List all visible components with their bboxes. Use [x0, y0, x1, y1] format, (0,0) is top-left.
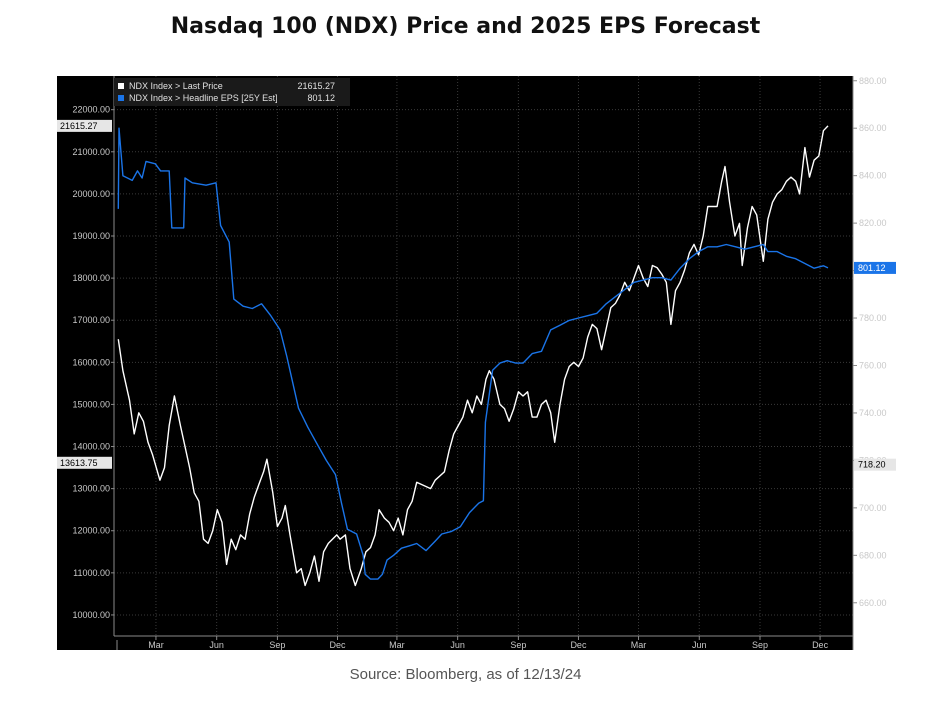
x-axis-tick-label: Sep: [510, 640, 526, 650]
series-layer: [117, 125, 829, 587]
x-axis-tick-label: Sep: [269, 640, 285, 650]
right-axis-tick-label: 700.00: [859, 503, 887, 513]
right-axis-value-badge-label: 718.20: [858, 460, 886, 470]
left-axis-tick-label: 12000.00: [72, 526, 110, 536]
left-axis-tick-label: 19000.00: [72, 231, 110, 241]
chart: 10000.00 11000.00 12000.00 13000.00 14000.00…: [57, 76, 896, 650]
right-axis: 660.00680.00700.00720.00740.00760.00780.…: [852, 76, 887, 650]
right-axis-tick-label: 780.00: [859, 313, 887, 323]
x-axis-tick-label: Jun: [692, 640, 707, 650]
x-axis-tick-label: Jun: [450, 640, 465, 650]
legend-background: [114, 78, 350, 106]
series-line-ndx-eps: [117, 127, 829, 580]
left-axis-value-badge: [57, 119, 112, 132]
axis-badges: 21615.27 13613.75 801.12 718.20: [57, 119, 896, 471]
legend-label-price: NDX Index > Last Price: [129, 81, 223, 91]
x-axis-tick-label: Dec: [570, 640, 587, 650]
left-axis-tick-label: 11000.00: [73, 568, 110, 578]
grid-lines: [114, 76, 853, 636]
left-axis-tick-label: 20000.00: [72, 189, 110, 199]
right-axis-tick-label: 860.00: [859, 123, 887, 133]
left-axis: 10000.00 11000.00 12000.00 13000.00 14000.00…: [72, 76, 115, 636]
left-axis-tick-label: 22000.00: [72, 105, 110, 115]
x-axis-tick-label: Dec: [329, 640, 346, 650]
left-axis-tick-label: 10000.00: [72, 610, 110, 620]
left-axis-tick-label: 17000.00: [72, 315, 110, 325]
right-axis-tick-label: 680.00: [859, 550, 887, 560]
x-axis-tick-label: Jun: [209, 640, 224, 650]
x-axis-tick-label: Sep: [752, 640, 768, 650]
left-axis-tick-label: 13000.00: [72, 484, 110, 494]
right-axis-tick-label: 820.00: [859, 218, 887, 228]
right-axis-tick-label: 660.00: [859, 598, 887, 608]
series-line-ndx-price: [117, 125, 829, 587]
x-axis-tick-label: Mar: [631, 640, 647, 650]
x-axis: MarJunSepDecMarJunSepDecMarJunSepDec2022…: [114, 635, 853, 650]
right-axis-value-badge-label: 801.12: [858, 263, 886, 273]
right-axis-tick-label: 840.00: [859, 171, 887, 181]
legend-value-eps: 801.12: [307, 93, 335, 103]
x-axis-tick-label: Dec: [812, 640, 829, 650]
x-axis-tick-label: Mar: [389, 640, 405, 650]
right-axis-value-badge: [854, 261, 896, 274]
left-axis-tick-label: 18000.00: [72, 273, 110, 283]
left-axis-tick-label: 14000.00: [72, 442, 110, 452]
left-axis-value-badge: [57, 456, 112, 469]
right-axis-value-badge: [854, 458, 896, 471]
legend-swatch-price: [118, 83, 124, 89]
right-axis-tick-label: 760.00: [859, 360, 887, 370]
legend-label-eps: NDX Index > Headline EPS [25Y Est]: [129, 93, 278, 103]
left-axis-tick-label: 21000.00: [72, 147, 110, 157]
x-axis-tick-label: Mar: [148, 640, 164, 650]
page-title: Nasdaq 100 (NDX) Price and 2025 EPS Fore…: [170, 14, 761, 39]
legend-value-price: 21615.27: [297, 81, 335, 91]
plot-background: [57, 76, 853, 650]
legend: NDX Index > Last Price 21615.27 NDX Inde…: [114, 78, 350, 106]
left-axis-value-badge-label: 13613.75: [60, 458, 98, 468]
source-note: Source: Bloomberg, as of 12/13/24: [349, 666, 582, 683]
right-axis-tick-label: 880.00: [859, 76, 887, 86]
legend-swatch-eps: [118, 95, 124, 101]
left-axis-tick-label: 16000.00: [72, 357, 110, 367]
left-axis-value-badge-label: 21615.27: [60, 121, 98, 131]
left-axis-tick-label: 15000.00: [72, 399, 110, 409]
right-axis-tick-label: 740.00: [859, 408, 887, 418]
